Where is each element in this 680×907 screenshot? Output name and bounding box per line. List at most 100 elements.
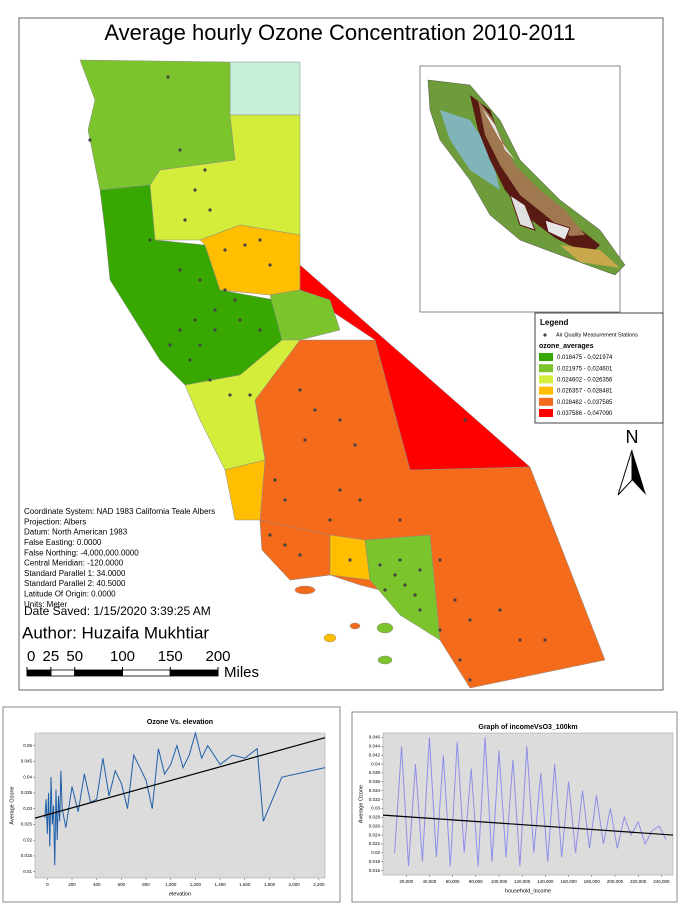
station (243, 243, 247, 247)
x-tick-label: 220,000 (630, 879, 647, 884)
scale-label: 50 (66, 648, 83, 665)
y-axis-label: Average Ozone (358, 785, 364, 823)
x-tick-label: 80,000 (469, 879, 483, 884)
station (198, 343, 202, 347)
station (208, 208, 212, 212)
station (268, 263, 272, 267)
station (238, 318, 242, 322)
legend-field: ozone_averages (539, 343, 594, 350)
scale-segment (74, 669, 123, 677)
x-tick-label: 140,000 (537, 879, 554, 884)
scale-label: 150 (158, 648, 183, 665)
data-line (44, 731, 326, 866)
scale-label: 25 (43, 648, 60, 665)
x-tick-label: 2,000 (289, 882, 301, 887)
trend-line (34, 737, 326, 819)
station (223, 288, 227, 292)
legend-title: Legend (540, 318, 569, 327)
y-tick-label: 0.015 (21, 853, 33, 858)
station (273, 478, 277, 482)
station (458, 658, 462, 662)
station (283, 498, 287, 502)
legend-label: 0.024602 - 0.026356 (557, 377, 613, 383)
trend-line (382, 814, 674, 836)
station (378, 563, 382, 567)
station (338, 488, 342, 492)
y-tick-label: 0.026 (369, 823, 381, 828)
x-tick-label: 180,000 (584, 879, 601, 884)
station (223, 248, 227, 252)
station (348, 558, 352, 562)
y-tick-label: 0.034 (369, 788, 381, 793)
scale-segment (169, 669, 219, 677)
station (383, 588, 387, 592)
legend-label: 0.037586 - 0.047090 (557, 411, 613, 417)
island (294, 585, 316, 595)
charts: Ozone Vs. elevation elevation Average Ozon… (2, 706, 678, 903)
x-axis-label: elevation (169, 891, 191, 897)
x-tick-label: 1,400 (214, 882, 226, 887)
stations (88, 75, 547, 682)
y-tick-label: 0.02 (23, 837, 32, 842)
station (208, 378, 212, 382)
station (418, 608, 422, 612)
station (328, 518, 332, 522)
x-axis-label: household_income (505, 888, 551, 894)
station (463, 418, 467, 422)
station (338, 418, 342, 422)
y-tick-label: 0.018 (369, 859, 381, 864)
x-tick-label: 400 (93, 882, 101, 887)
y-tick-label: 0.05 (23, 743, 32, 748)
x-tick-label: 1,600 (239, 882, 251, 887)
y-tick-label: 0.038 (369, 770, 381, 775)
station (213, 328, 217, 332)
x-tick-label: 200 (68, 882, 76, 887)
legend-label: 0.021975 - 0.024601 (557, 366, 613, 372)
x-tick-label: 800 (142, 882, 150, 887)
y-tick-label: 0.035 (21, 790, 33, 795)
x-tick-label: 20,000 (399, 879, 413, 884)
scale-label: 100 (110, 648, 135, 665)
station (453, 598, 457, 602)
legend-label: 0.028482 - 0.037585 (557, 400, 613, 406)
station (258, 238, 262, 242)
plot-area (382, 732, 674, 876)
scale-segment (26, 669, 52, 677)
coordinate-line: Datum: North American 1983 (24, 528, 128, 537)
y-tick-label: 0.02 (371, 850, 380, 855)
author: Author: Huzaifa Mukhtiar (22, 623, 209, 642)
station (203, 168, 207, 172)
x-tick-label: 600 (118, 882, 126, 887)
island (323, 633, 337, 643)
scale-unit: Miles (224, 664, 259, 681)
x-tick-label: 0 (46, 882, 49, 887)
y-tick-label: 0.042 (369, 752, 381, 757)
station (468, 678, 472, 682)
legend-box (534, 312, 664, 424)
y-tick-label: 0.044 (369, 744, 381, 749)
legend-swatch (539, 386, 553, 395)
station (148, 238, 152, 242)
y-tick-label: 0.024 (369, 832, 381, 837)
north-label: N (626, 427, 639, 447)
north-arrow-right (632, 450, 646, 495)
station (393, 573, 397, 577)
station (358, 498, 362, 502)
station (313, 408, 317, 412)
inset-map (427, 79, 626, 276)
station (518, 638, 522, 642)
y-tick-label: 0.022 (369, 841, 381, 846)
coordinate-line: False Easting: 0.0000 (24, 538, 102, 547)
y-tick-label: 0.028 (369, 815, 381, 820)
scale-label: 200 (205, 648, 230, 665)
station (213, 308, 217, 312)
station (228, 393, 232, 397)
x-tick-label: 60,000 (446, 879, 460, 884)
chart-title: Graph of incomeVsO3_100km (478, 724, 577, 731)
station (418, 568, 422, 572)
legend-rows: 0.018475 - 0.021974 0.021975 - 0.024601 0.… (539, 353, 613, 417)
station (248, 393, 252, 397)
x-tick-label: 1,200 (190, 882, 202, 887)
station (298, 553, 302, 557)
